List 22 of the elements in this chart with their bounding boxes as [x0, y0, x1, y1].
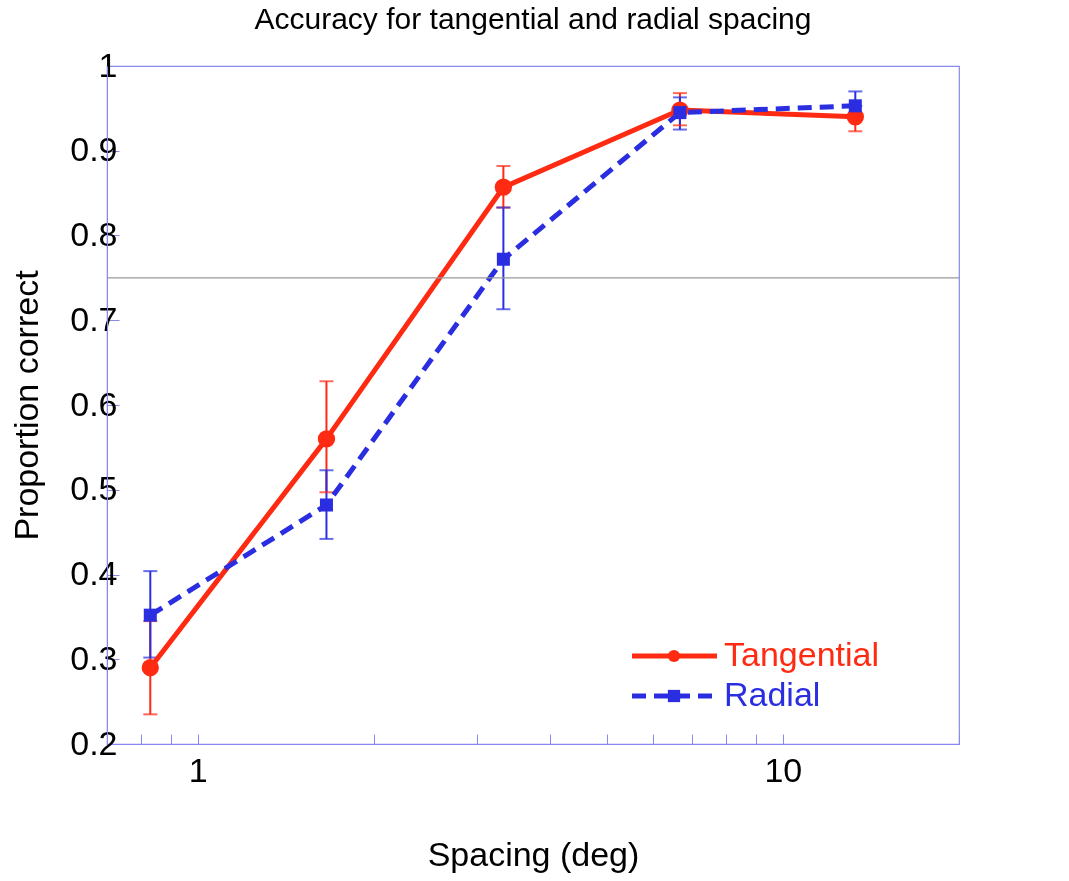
x-axis-title: Spacing (deg): [427, 834, 640, 873]
y-tick-label: 0.6: [70, 384, 118, 423]
point: [143, 608, 157, 622]
y-tick-label: 0.7: [70, 299, 118, 338]
y-tick-label: 0.4: [70, 554, 118, 592]
y-axis-title: Proportion correct: [7, 269, 46, 541]
point: [496, 252, 510, 266]
point: [673, 106, 687, 120]
point: [317, 430, 336, 448]
y-tick-label: 0.3: [70, 638, 118, 677]
point: [848, 99, 862, 113]
y-tick-label: 0.2: [70, 723, 118, 762]
legend-label: Radial: [724, 675, 821, 713]
legend-label: Tangential: [724, 635, 880, 673]
point: [319, 498, 333, 512]
y-tick-label: 0.9: [70, 130, 118, 169]
y-tick-label: 0.5: [70, 469, 118, 508]
y-tick-label: 0.8: [70, 215, 118, 253]
point: [494, 178, 513, 196]
point: [141, 659, 159, 677]
chart-title: Accuracy for tangential and radial spacing: [254, 2, 812, 35]
x-tick-label: 10: [764, 750, 803, 789]
